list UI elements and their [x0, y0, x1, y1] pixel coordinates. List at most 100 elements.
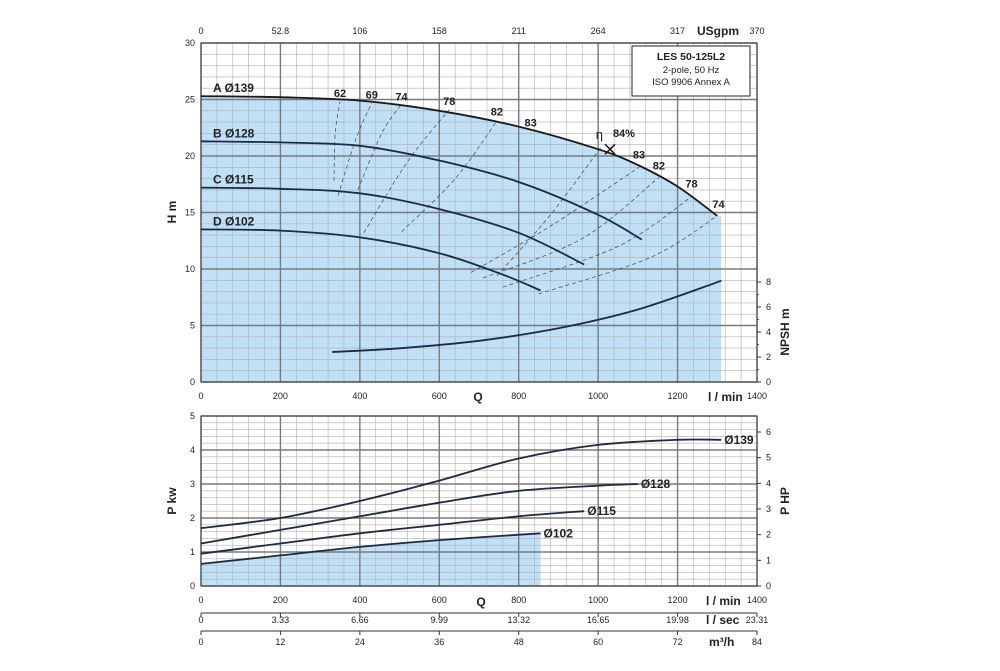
power-x-label: Q [476, 595, 485, 609]
efficiency-iso-line [482, 177, 660, 279]
lsec-tick-label: 3.33 [272, 615, 290, 625]
hp-tick-label: 5 [766, 453, 771, 463]
lsec-tick-label: 9.99 [431, 615, 449, 625]
top-axis-tick-label: 317 [670, 26, 685, 36]
head-x-tick-label: 1200 [668, 391, 688, 401]
hp-tick-label: 1 [766, 555, 771, 565]
power-frame [200, 415, 758, 587]
head-x-tick-label: 800 [511, 391, 526, 401]
power-y-tick-label: 5 [190, 411, 195, 421]
head-y-tick-label: 15 [185, 208, 195, 218]
head-y-tick-label: 30 [185, 38, 195, 48]
title-box-line2: 2-pole, 50 Hz [663, 65, 720, 76]
power-x-tick-label: 0 [198, 595, 203, 605]
top-axis-tick-label: 370 [749, 26, 764, 36]
power-y-tick-label: 4 [190, 445, 195, 455]
efficiency-label: 78 [685, 179, 697, 191]
efficiency-iso-line [401, 120, 498, 232]
power-x-tick-label: 1400 [747, 595, 767, 605]
head-shaded-area [201, 96, 722, 382]
efficiency-iso-line [363, 109, 450, 233]
power-x-tick-label: 200 [273, 595, 288, 605]
top-axis-tick-label: 106 [352, 26, 367, 36]
lsec-tick-label: 19.98 [666, 615, 689, 625]
npsh-tick-label: 2 [766, 352, 771, 362]
efficiency-label: 74 [395, 92, 408, 104]
power-y-label: P kw [165, 487, 179, 515]
lsec-tick-label: 16.65 [587, 615, 610, 625]
efficiency-label: 83 [525, 118, 537, 130]
head-curve-a [200, 95, 718, 217]
efficiency-iso-line [333, 101, 341, 181]
head-y-label: H m [165, 201, 179, 224]
head-x-tick-label: 1400 [747, 391, 767, 401]
power-curve-1 [200, 483, 638, 545]
efficiency-iso-line [496, 145, 603, 277]
power-curve-label-2: Ø115 [587, 504, 616, 518]
top-axis-tick-label: 264 [591, 26, 606, 36]
npsh-curve [332, 279, 722, 353]
head-curve-d [200, 228, 541, 292]
npsh-tick-label: 6 [766, 302, 771, 312]
bep-marker [604, 143, 616, 155]
head-y-tick-label: 20 [185, 151, 195, 161]
power-y-tick-label: 1 [190, 547, 195, 557]
power-curve-0 [200, 438, 722, 530]
hp-tick-label: 6 [766, 427, 771, 437]
head-curve-label-c: C Ø115 [213, 173, 254, 187]
m3h-tick-label: 72 [673, 637, 683, 647]
head-curve-label-b: B Ø128 [213, 126, 255, 140]
power-y-tick-label: 2 [190, 513, 195, 523]
hp-tick-label: 3 [766, 504, 771, 514]
top-axis-tick-label: 211 [512, 26, 526, 36]
head-y-tick-label: 25 [185, 95, 195, 105]
power-y-tick-label: 0 [190, 581, 195, 591]
head-x-tick-label: 1000 [588, 391, 608, 401]
head-curve-b [200, 140, 643, 241]
efficiency-iso-line [357, 103, 402, 191]
power-curve-2 [200, 510, 585, 555]
m3h-tick-label: 48 [514, 637, 524, 647]
efficiency-iso-line [502, 196, 692, 288]
npsh-tick-label: 0 [766, 377, 771, 387]
title-box: LES 50-125L2 2-pole, 50 Hz ISO 9906 Anne… [631, 45, 751, 97]
top-axis-tick-label: 158 [432, 26, 447, 36]
title-box-frame [631, 45, 751, 97]
eta-symbol: η [596, 127, 603, 142]
head-curve-label-d: D Ø102 [213, 214, 255, 228]
power-panel: 0 1 2 3 4 5 P kw 0 1 2 3 4 5 6 P HP Ø139 Ø128 Ø115 Ø102 [165, 411, 792, 591]
power-shaded-area [201, 533, 541, 586]
lsec-tick-label: 0 [198, 615, 203, 625]
power-x-tick-label: 1000 [588, 595, 608, 605]
lsec-axis-unit: l / sec [706, 613, 740, 627]
head-y-tick-label: 5 [190, 321, 195, 331]
m3h-tick-label: 36 [434, 637, 444, 647]
head-frame [200, 42, 758, 383]
power-x-tick-label: 800 [511, 595, 526, 605]
title-box-line3: ISO 9906 Annex A [652, 77, 730, 88]
npsh-tick-label: 8 [766, 277, 771, 287]
top-axis-unit: USgpm [697, 24, 739, 38]
m3h-tick-label: 12 [275, 637, 285, 647]
npsh-axis-label: NPSH m [778, 308, 792, 355]
lsec-tick-label: 13.32 [507, 615, 530, 625]
m3h-axis-unit: m³/h [709, 635, 734, 649]
power-curve-label-1: Ø128 [641, 477, 671, 491]
efficiency-label: 84% [613, 128, 635, 140]
power-x-tick-label: 600 [432, 595, 447, 605]
power-x-tick-label: 400 [352, 595, 367, 605]
hp-tick-label: 4 [766, 478, 771, 488]
lsec-tick-label: 6.66 [351, 615, 369, 625]
head-y-tick-label: 10 [185, 264, 195, 274]
efficiency-label: 69 [366, 89, 378, 101]
m3h-tick-label: 0 [198, 637, 203, 647]
hp-axis-label: P HP [778, 487, 792, 515]
npsh-tick-label: 4 [766, 327, 771, 337]
efficiency-label: 82 [653, 161, 665, 173]
head-x-tick-label: 200 [273, 391, 288, 401]
title-box-line1: LES 50-125L2 [657, 51, 725, 63]
